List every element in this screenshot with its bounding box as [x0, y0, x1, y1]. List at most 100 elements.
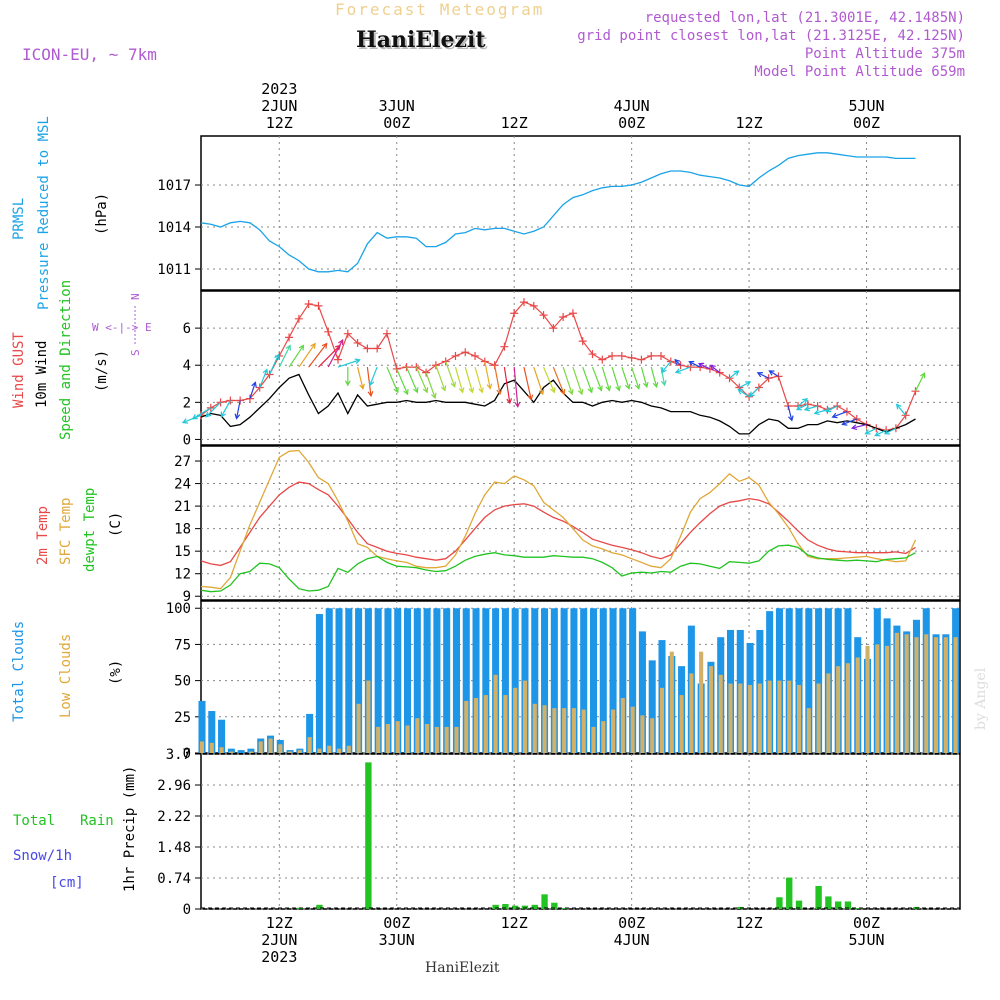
wind-arrow-head [801, 398, 808, 404]
low-cloud-bar [865, 645, 870, 753]
rain-bar [551, 902, 558, 909]
total-cloud-bar [609, 608, 617, 753]
low-cloud-bar [659, 687, 665, 753]
total-cloud-bar [638, 631, 646, 753]
time-label-top: 4JUN [614, 97, 650, 115]
low-cloud-bar [444, 726, 449, 753]
wind-arrow [425, 372, 436, 399]
low-cloud-bar [346, 745, 351, 753]
time-label-bottom: 5JUN [848, 931, 884, 949]
station-title: HaniElezit [356, 27, 486, 53]
gust-marker [461, 348, 470, 357]
pressure-ytick-label: 1017 [157, 178, 191, 194]
station-title: HaniElezit [358, 29, 488, 55]
t2m-label: 2m Temp [35, 506, 51, 565]
clouds-ytick-label: 0 [183, 746, 191, 762]
wind-arrow-head [205, 411, 212, 418]
gust-marker [813, 402, 822, 411]
low-cloud-bar [483, 695, 488, 753]
time-label-bottom: 12Z [501, 914, 528, 932]
time-label-bottom: 00Z [383, 914, 410, 932]
low-cloud-bar [562, 708, 567, 753]
rain-bar [844, 901, 852, 909]
wind-arrow-head [506, 398, 513, 405]
rain-bar [776, 897, 783, 909]
wind-arrow-head [652, 381, 659, 389]
low-cloud-bar [806, 708, 811, 753]
total-cloud-bar [404, 608, 412, 753]
gust-marker [255, 383, 264, 392]
wind-arrow [386, 366, 399, 393]
gust-marker [588, 350, 597, 359]
low-cloud-bar [405, 725, 410, 753]
gust-marker [617, 351, 626, 360]
sfc-temp-line [200, 449, 917, 590]
low-cloud-bar [307, 737, 312, 753]
wind-arrow-head [354, 358, 361, 364]
clouds-ytick-label: 100 [166, 601, 191, 617]
wind-arrow-head [920, 372, 926, 379]
wind-arrow [650, 366, 658, 388]
total-cloud-bar [815, 608, 823, 753]
total-cloud-bar [237, 750, 245, 753]
low-cloud-bar [229, 751, 234, 753]
low-cloud-bar [591, 726, 596, 753]
low-cloud-bar [933, 637, 939, 753]
wind-arrow [814, 409, 828, 414]
time-label-bottom: 12Z [266, 914, 293, 932]
wind-arrow [689, 361, 701, 368]
wind-arrow [749, 387, 760, 397]
total-cloud-bar [795, 608, 803, 753]
gust-marker [598, 355, 607, 364]
gust-marker [852, 415, 861, 424]
wind-arrow-head [850, 424, 858, 431]
wind-arrow [464, 366, 474, 393]
total-cloud-bar [384, 608, 392, 753]
wind-arrow [415, 366, 428, 393]
wind-arrow [249, 382, 256, 399]
low-cloud-bar [777, 680, 782, 753]
total-cloud-bar [452, 608, 460, 753]
clouds-ytick-label: 25 [174, 710, 191, 726]
model-label: ICON-EU, ~ 7km [22, 45, 157, 64]
wind-arrow [278, 345, 291, 368]
rain-bar [815, 885, 822, 909]
low-cloud-bar [836, 666, 841, 753]
time-label-bottom: 2JUN [261, 931, 297, 949]
wind-arrow [484, 361, 491, 389]
total-cloud-bar [208, 711, 216, 753]
wind-arrow-head [430, 392, 437, 400]
gust-marker [784, 402, 793, 411]
low-cloud-bar [503, 695, 508, 753]
gust-marker [294, 314, 303, 323]
pressure-label-2: Pressure Reduced to MSL [36, 116, 52, 310]
wind-arrow-head [709, 364, 716, 371]
wind-arrow-head [393, 387, 399, 394]
wind-arrow [572, 366, 583, 395]
dewpt-line [200, 544, 916, 593]
rain-bar [512, 905, 519, 909]
temperature-ytick-label: 21 [174, 499, 191, 515]
total-cloud-bar [345, 608, 353, 753]
low-cloud-bar [787, 680, 792, 753]
low-cloud-bar [914, 637, 919, 753]
low-cloud-bar [278, 744, 283, 753]
wind-arrow [674, 359, 681, 366]
total-cloud-bar [443, 608, 451, 753]
wind-arrow [268, 354, 280, 375]
time-label-bottom: 00Z [618, 914, 645, 932]
total-cloud-bar [433, 608, 441, 753]
wind-arrow [737, 389, 750, 398]
wind-arrow-head [403, 389, 409, 396]
rain-bar [786, 877, 793, 909]
low-cloud-bar [415, 718, 420, 753]
wind-arrow [503, 366, 511, 404]
rain-bar [795, 900, 803, 909]
total-cloud-bar [511, 608, 519, 753]
wind-arrow [192, 407, 212, 420]
low-cloud-bar [199, 741, 205, 753]
wind-arrow [660, 366, 666, 386]
wind-arrow-head [496, 389, 503, 396]
low-cloud-bar [542, 705, 547, 753]
